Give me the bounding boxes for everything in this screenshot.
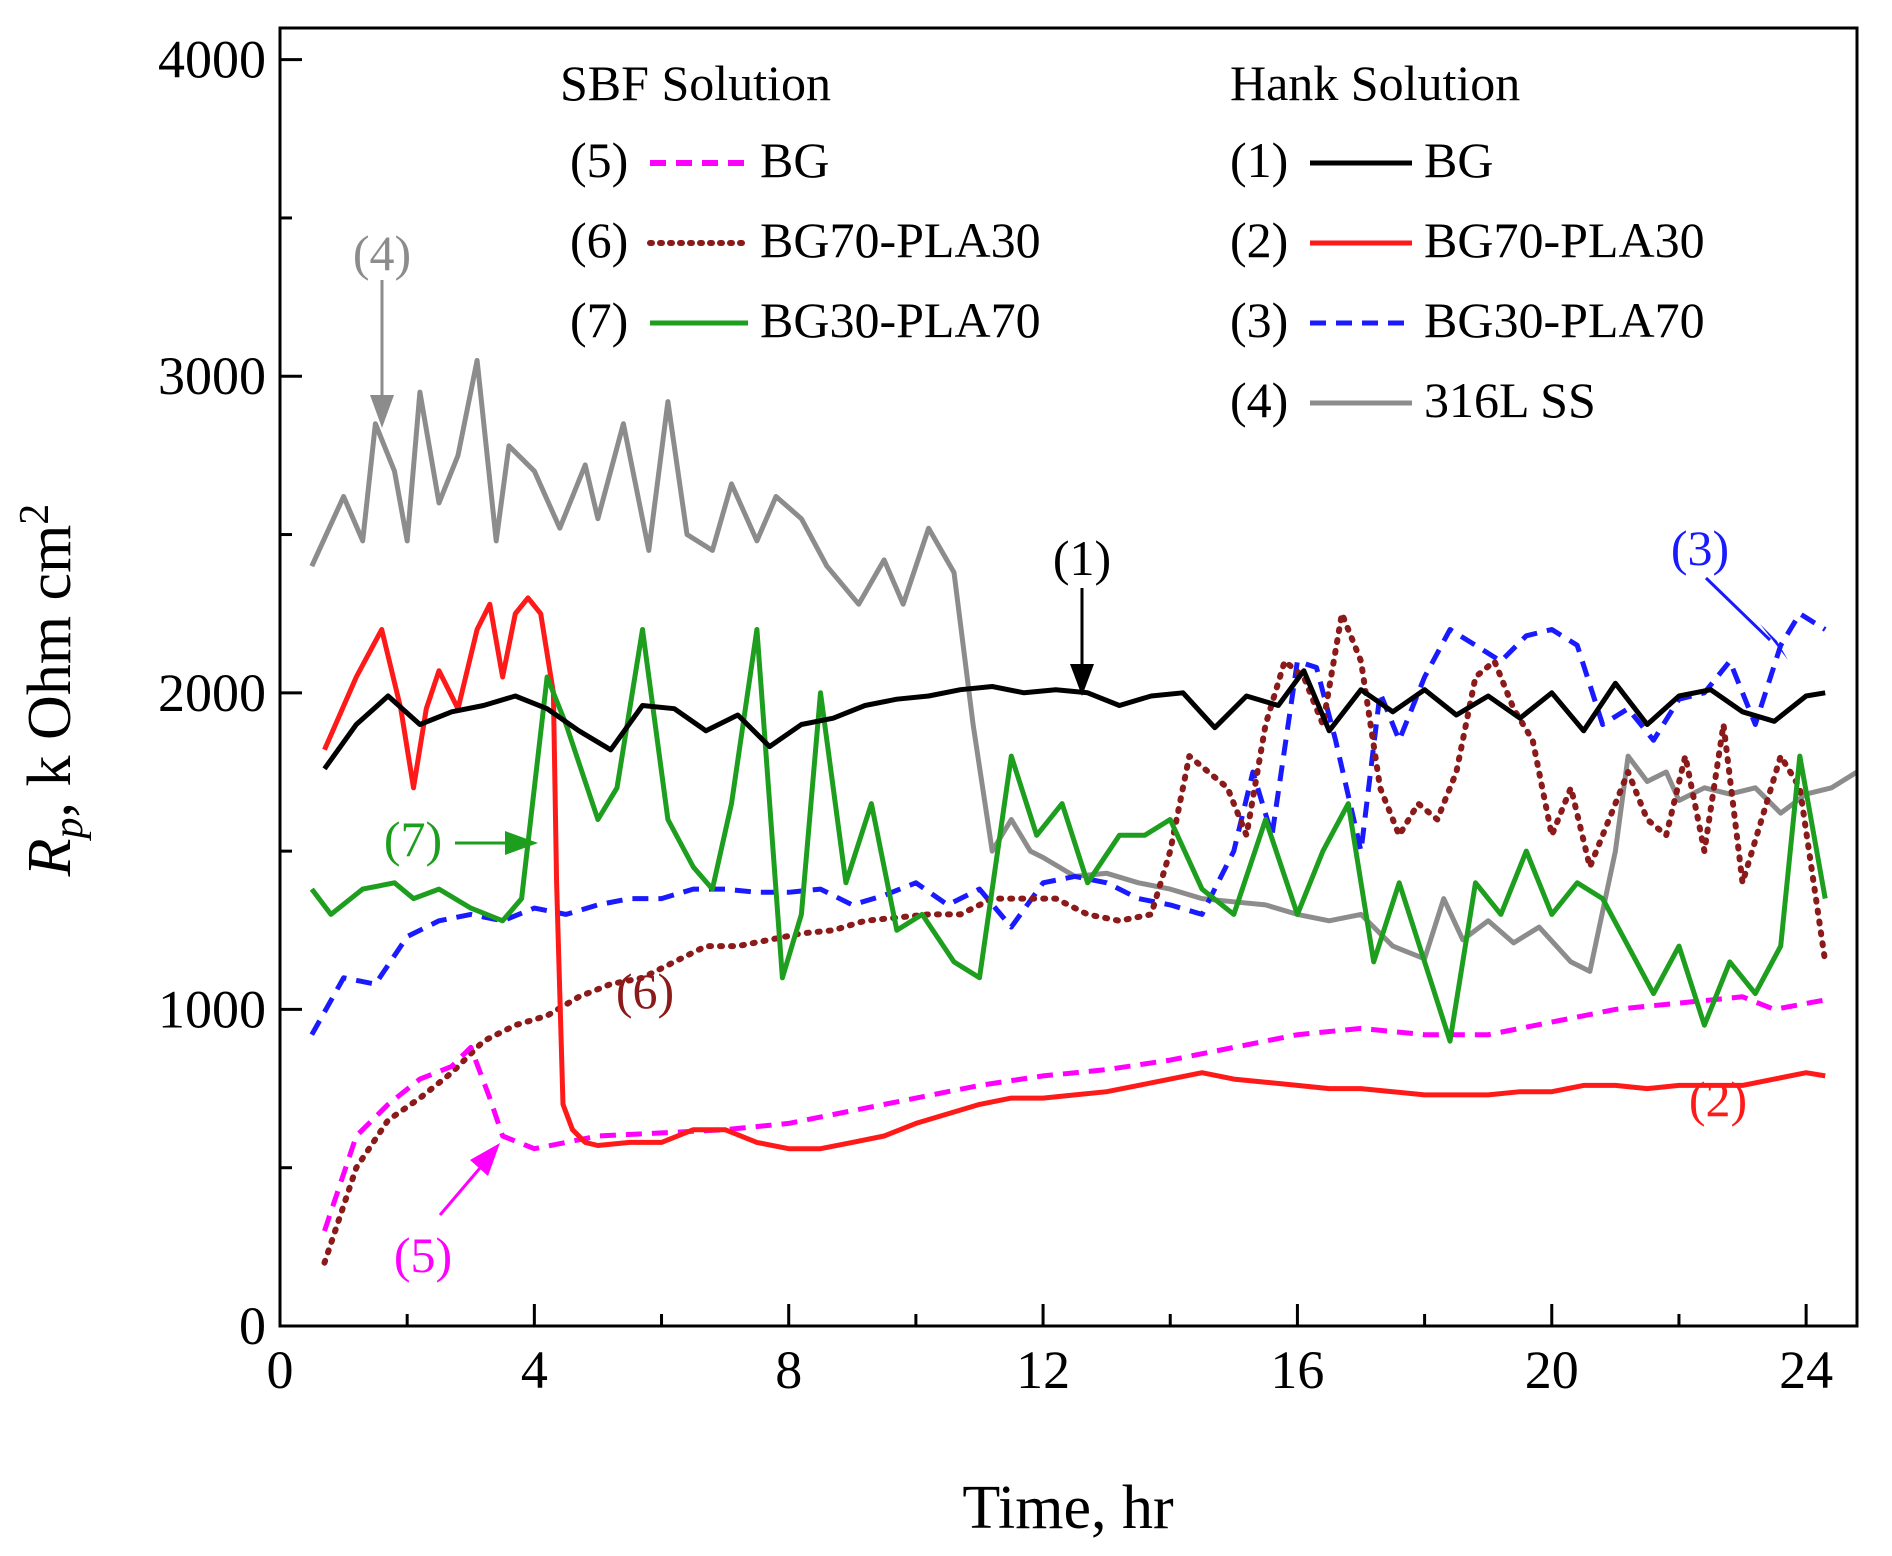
legend-hank-tag-4: (4) — [1230, 372, 1288, 428]
plot-frame — [278, 26, 1859, 1328]
x-tick-label: 20 — [1525, 1340, 1579, 1400]
plot-lines — [309, 357, 1859, 1266]
annotation-2: (2) — [1689, 1071, 1747, 1127]
x-tick-label: 16 — [1270, 1340, 1324, 1400]
series-line-s6 — [321, 610, 1829, 1266]
legend-hank-tag-2: (2) — [1230, 212, 1288, 268]
series-line-s2 — [322, 595, 1826, 1152]
y-tick-label: 2000 — [158, 663, 266, 723]
legend-sbf-tag-7: (7) — [570, 292, 628, 348]
y-tick-label: 1000 — [158, 979, 266, 1039]
y-axis-title: Rp, k Ohm cm2 — [12, 504, 92, 878]
x-tick-label: 8 — [775, 1340, 802, 1400]
annotation-1-arrowhead — [1070, 664, 1094, 696]
legend-hank-label-2: BG70-PLA30 — [1424, 212, 1705, 268]
legend-hank-label-1: BG — [1424, 132, 1493, 188]
series-line-s3 — [309, 611, 1827, 1036]
annotation-3: (3) — [1671, 520, 1729, 576]
y-tick-label: 3000 — [158, 346, 266, 406]
legend-sbf-label-7: BG30-PLA70 — [760, 292, 1041, 348]
annotation-1: (1) — [1053, 530, 1111, 586]
annotation-3-arrowhead — [1760, 624, 1788, 660]
x-tick-label: 0 — [267, 1340, 294, 1400]
legend-hank-label-3: BG30-PLA70 — [1424, 292, 1705, 348]
legend-hank-label-4: 316L SS — [1424, 372, 1596, 428]
series-line-s5 — [322, 994, 1826, 1232]
y-axis-title-superscript: 2 — [12, 504, 58, 525]
x-tick-label: 24 — [1779, 1340, 1833, 1400]
annotation-5-arrowhead — [470, 1143, 500, 1176]
legend-sbf-tag-5: (5) — [570, 132, 628, 188]
series-line-s7 — [309, 627, 1828, 1044]
x-tick-label: 4 — [521, 1340, 548, 1400]
annotation-7-arrowhead — [505, 831, 538, 855]
annotation-4-arrowhead — [370, 395, 394, 428]
legend-hank-tag-1: (1) — [1230, 132, 1288, 188]
annotation-4: (4) — [353, 225, 411, 281]
legend-title-sbf: SBF Solution — [560, 55, 831, 111]
legend-sbf-tag-6: (6) — [570, 212, 628, 268]
y-axis-title-unit: , k Ohm cm — [16, 525, 84, 818]
legend: SBF Solution Hank Solution (5) BG (6) BG… — [560, 55, 1705, 428]
axis-ticks — [278, 58, 1808, 1328]
annotation-7: (7) — [384, 811, 442, 867]
y-tick-label: 0 — [239, 1296, 266, 1356]
legend-sbf-label-6: BG70-PLA30 — [760, 212, 1041, 268]
x-axis-title: Time, hr — [962, 1474, 1174, 1542]
y-axis-title-symbol: R — [16, 838, 84, 877]
legend-hank-tag-3: (3) — [1230, 292, 1288, 348]
annotation-5: (5) — [394, 1227, 452, 1283]
series-line-s4 — [309, 357, 1859, 974]
y-tick-label: 4000 — [158, 30, 266, 90]
annotation-5-arrow — [438, 1167, 482, 1216]
legend-title-hank: Hank Solution — [1230, 55, 1520, 111]
series-line-s1 — [322, 668, 1826, 771]
annotations: (4) (1) (3) (7) (6) (5) (2) — [353, 225, 1788, 1283]
x-tick-label: 12 — [1016, 1340, 1070, 1400]
annotation-3-arrow — [1704, 576, 1772, 642]
annotation-6: (6) — [616, 963, 674, 1019]
legend-sbf-label-5: BG — [760, 132, 829, 188]
y-axis-title-subscript: p — [46, 817, 92, 841]
tick-labels: 0 4 8 12 16 20 24 0 1000 2000 3000 4000 — [158, 30, 1833, 1400]
